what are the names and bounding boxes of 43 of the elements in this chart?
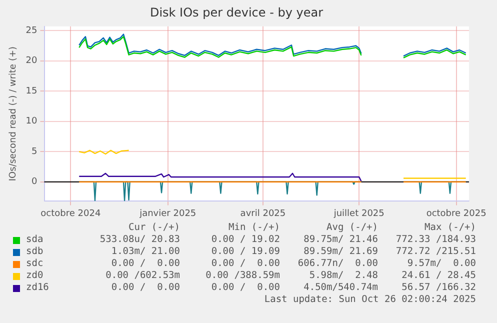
y-tick-label: 25 <box>26 26 38 36</box>
text: 0.00 / 0.00 <box>211 282 280 293</box>
text: Last update: Sun Oct 26 02:00:24 2025 <box>264 294 476 305</box>
text: 5.98m/ 2.48 <box>309 270 378 281</box>
legend-label: zd16 <box>26 282 49 293</box>
text: Min (-/+) <box>228 222 280 233</box>
text: 4.50m/540.74m <box>304 282 378 293</box>
text: Cur (-/+) <box>128 222 180 233</box>
text: 0.00 / 19.09 <box>211 246 280 257</box>
y-tick-label: 0 <box>32 177 38 188</box>
y-tick-label: 20 <box>26 56 38 66</box>
legend-label: sda <box>26 234 44 245</box>
y-tick-label: 10 <box>26 116 38 127</box>
text: 0.00 /388.59m <box>206 270 280 281</box>
y-tick-label: 15 <box>26 86 38 96</box>
text: 772.33 /184.93 <box>396 234 476 245</box>
text: 89.75m/ 21.46 <box>304 234 378 245</box>
text: 533.08u/ 20.83 <box>100 234 180 245</box>
y-axis-title: IOs/second read (-) / write (+) <box>8 46 19 182</box>
text: 0.00 / 0.00 <box>211 258 280 269</box>
text: 9.57m/ 0.00 <box>407 258 476 269</box>
x-tick-label: avril 2025 <box>240 208 286 219</box>
text: 0.00 / 0.00 <box>111 282 180 293</box>
x-tick-label: janvier 2025 <box>138 208 196 219</box>
x-tick-label: juillet 2025 <box>332 208 384 219</box>
text: 1.03m/ 21.00 <box>111 246 180 257</box>
legend-label: sdb <box>26 246 44 257</box>
legend-label: zd0 <box>26 270 44 281</box>
text: 56.57 /166.32 <box>402 282 476 293</box>
text: 0.00 /602.53m <box>106 270 180 281</box>
text: 606.77n/ 0.00 <box>298 258 378 269</box>
text: 0.00 / 19.02 <box>211 234 280 245</box>
text: 772.72 /215.51 <box>396 246 476 257</box>
x-tick-label: octobre 2024 <box>40 208 101 219</box>
text: Max (-/+) <box>424 222 476 233</box>
y-tick-label: 5 <box>32 146 38 157</box>
x-tick-label: octobre 2025 <box>426 208 486 219</box>
text: 89.59m/ 21.69 <box>304 246 378 257</box>
legend-label: sdc <box>26 258 44 269</box>
text: 0.00 / 0.00 <box>111 258 180 269</box>
text: Avg (-/+) <box>326 222 378 233</box>
text: 24.61 / 28.45 <box>402 270 476 281</box>
chart-title: Disk IOs per device - by year <box>150 5 324 20</box>
